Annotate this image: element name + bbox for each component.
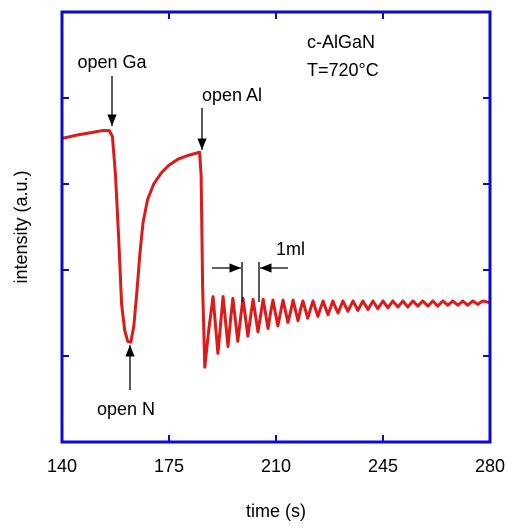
x-tick-label: 280 <box>475 456 505 476</box>
x-tick-label: 175 <box>154 456 184 476</box>
plot-area <box>60 129 492 369</box>
annotation: c-AlGaN <box>307 32 375 52</box>
annotation: 1ml <box>276 239 305 259</box>
annotation: T=720°C <box>307 60 379 80</box>
annotation: open Ga <box>77 52 147 72</box>
annotation: open N <box>97 399 155 419</box>
x-tick-label: 140 <box>47 456 77 476</box>
x-tick-label: 210 <box>261 456 291 476</box>
y-axis-label: intensity (a.u.) <box>11 170 31 283</box>
x-axis-label: time (s) <box>246 501 306 521</box>
data-line <box>60 129 492 369</box>
x-tick-label: 245 <box>368 456 398 476</box>
plot-frame <box>60 10 492 444</box>
annotation: open Al <box>202 85 262 105</box>
